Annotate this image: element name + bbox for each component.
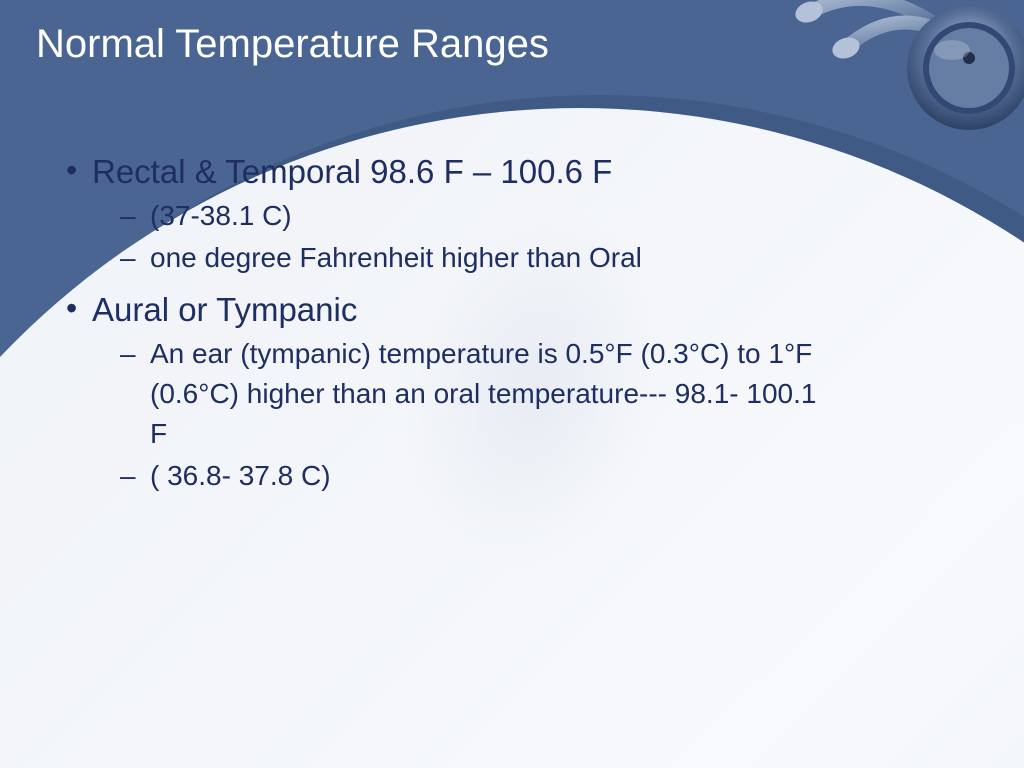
content-area: Rectal & Temporal 98.6 F – 100.6 F (37-3… — [60, 150, 840, 506]
bullet-text: Rectal & Temporal 98.6 F – 100.6 F — [92, 150, 840, 194]
bullet-list: Rectal & Temporal 98.6 F – 100.6 F (37-3… — [60, 150, 840, 496]
list-item: Rectal & Temporal 98.6 F – 100.6 F (37-3… — [60, 150, 840, 278]
list-item: ( 36.8- 37.8 C) — [92, 456, 840, 496]
slide-title: Normal Temperature Ranges — [36, 22, 904, 67]
list-item: one degree Fahrenheit higher than Oral — [92, 238, 840, 278]
sub-bullet-text: ( 36.8- 37.8 C) — [150, 456, 840, 496]
bullet-text: Aural or Tympanic — [92, 288, 840, 332]
list-item: (37-38.1 C) — [92, 196, 840, 236]
sub-bullet-text: (37-38.1 C) — [150, 196, 840, 236]
sub-bullet-list: An ear (tympanic) temperature is 0.5°F (… — [92, 334, 840, 496]
sub-bullet-text: An ear (tympanic) temperature is 0.5°F (… — [150, 334, 840, 454]
sub-bullet-list: (37-38.1 C) one degree Fahrenheit higher… — [92, 196, 840, 278]
sub-bullet-text: one degree Fahrenheit higher than Oral — [150, 238, 840, 278]
list-item: An ear (tympanic) temperature is 0.5°F (… — [92, 334, 840, 454]
list-item: Aural or Tympanic An ear (tympanic) temp… — [60, 288, 840, 496]
slide-container: Normal Temperature Ranges Rectal & Tempo… — [0, 0, 1024, 768]
